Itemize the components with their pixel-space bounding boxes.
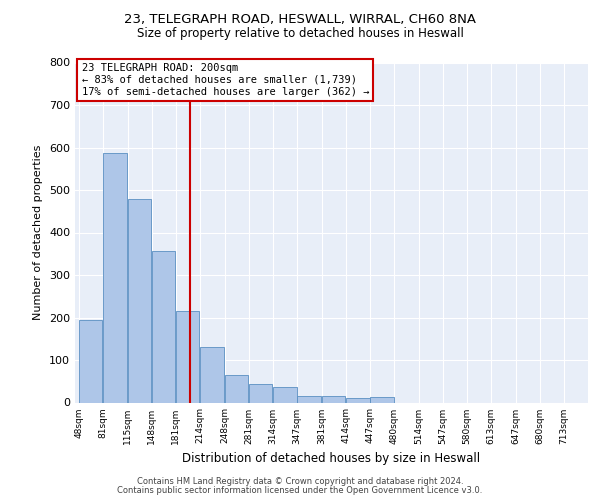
Bar [346, 398, 370, 402]
Bar [322, 396, 346, 402]
Bar [273, 387, 296, 402]
Text: 23 TELEGRAPH ROAD: 200sqm
← 83% of detached houses are smaller (1,739)
17% of se: 23 TELEGRAPH ROAD: 200sqm ← 83% of detac… [82, 64, 369, 96]
X-axis label: Distribution of detached houses by size in Heswall: Distribution of detached houses by size … [182, 452, 481, 465]
Bar [225, 375, 248, 402]
Bar [200, 347, 224, 403]
Text: 23, TELEGRAPH ROAD, HESWALL, WIRRAL, CH60 8NA: 23, TELEGRAPH ROAD, HESWALL, WIRRAL, CH6… [124, 12, 476, 26]
Bar [176, 311, 199, 402]
Bar [297, 396, 320, 402]
Y-axis label: Number of detached properties: Number of detached properties [34, 145, 43, 320]
Text: Contains public sector information licensed under the Open Government Licence v3: Contains public sector information licen… [118, 486, 482, 495]
Text: Size of property relative to detached houses in Heswall: Size of property relative to detached ho… [137, 28, 463, 40]
Text: Contains HM Land Registry data © Crown copyright and database right 2024.: Contains HM Land Registry data © Crown c… [137, 477, 463, 486]
Bar [152, 251, 175, 402]
Bar [79, 320, 103, 402]
Bar [128, 199, 151, 402]
Bar [370, 398, 394, 402]
Bar [249, 384, 272, 402]
Bar [103, 152, 127, 402]
